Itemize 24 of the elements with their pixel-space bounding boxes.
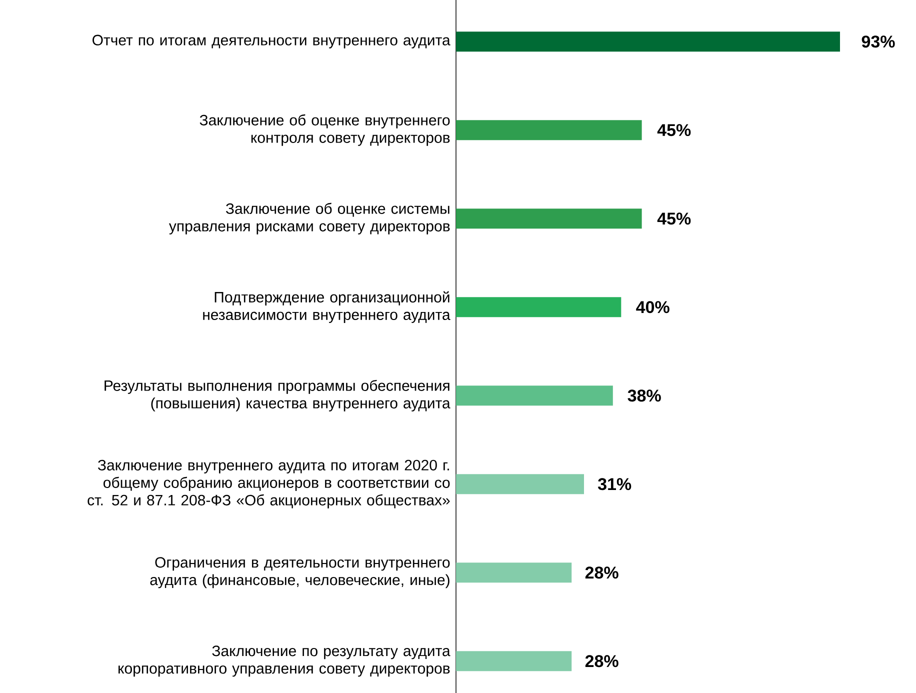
data-label: 28% — [585, 655, 618, 668]
bar — [456, 297, 622, 318]
bar — [456, 120, 642, 140]
data-label: 93% — [862, 36, 895, 48]
data-label: 31% — [598, 478, 632, 490]
y-tick-label: Отчет по итогам деятельности внутреннего аудита — [92, 34, 450, 48]
bar — [456, 562, 572, 583]
bar — [456, 651, 572, 672]
data-label: 45% — [657, 212, 691, 225]
y-tick-label: Результаты выполнения программы обеспечения (повышения) качества внутреннего аудита — [104, 380, 450, 412]
data-label: 40% — [636, 301, 670, 314]
data-label: 38% — [628, 390, 661, 402]
y-tick-label: Заключение об оценке системы управления рисками совету директоров — [168, 202, 450, 234]
bar — [456, 32, 840, 52]
bar — [456, 474, 584, 494]
y-tick-label: Заключение внутреннего аудита по итогам 2020 г. общему собранию акционеров в соответствии со ст. 52 и 87.1 208-ФЗ «Об акционерных обществах» — [88, 460, 450, 508]
y-tick-label: Заключение об оценке внутреннего контроля совету директоров — [200, 114, 450, 146]
y-tick-label: Заключение по результату аудита корпоративного управления совету директоров — [118, 646, 450, 677]
y-tick-label: Подтверждение организационной независимости внутреннего аудита — [203, 291, 450, 323]
bar — [456, 386, 613, 406]
bar — [456, 208, 642, 229]
y-tick-label: Ограничения в деятельности внутреннего аудита (финансовые, человеческие, иные) — [150, 557, 450, 588]
data-label: 28% — [585, 566, 618, 579]
data-label: 45% — [657, 124, 691, 136]
